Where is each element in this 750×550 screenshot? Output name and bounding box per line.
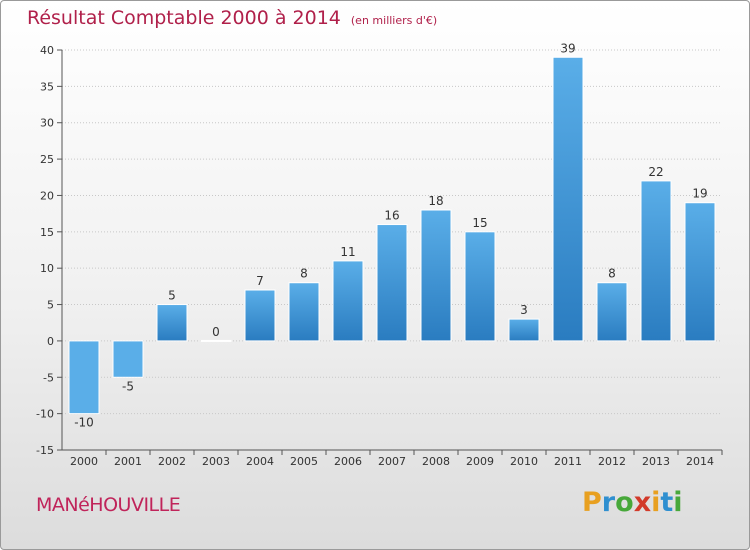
y-tick-label: 0 xyxy=(47,335,54,348)
bar-2011 xyxy=(552,56,584,342)
logo-letter: t xyxy=(660,487,674,518)
chart-title: Résultat Comptable 2000 à 2014 xyxy=(27,7,341,29)
bar-2001 xyxy=(112,340,144,378)
y-tick-label: 35 xyxy=(40,80,54,93)
y-tick-label: 10 xyxy=(40,262,54,275)
bar-2007 xyxy=(376,224,408,342)
data-label-2014: 19 xyxy=(692,187,707,201)
x-tick-label: 2010 xyxy=(510,455,538,468)
y-tick-label: -5 xyxy=(43,371,54,384)
x-tick-label: 2001 xyxy=(114,455,142,468)
x-tick-label: 2005 xyxy=(290,455,318,468)
y-tick-label: 40 xyxy=(40,44,54,57)
logo-letter: o xyxy=(615,487,634,518)
bar-2008 xyxy=(420,209,452,342)
data-label-2000: -10 xyxy=(74,416,94,430)
data-label-2006: 11 xyxy=(340,245,355,259)
bar-2004 xyxy=(244,289,276,342)
data-label-2001: -5 xyxy=(122,379,134,393)
logo-letter: r xyxy=(601,487,616,518)
y-tick-label: 5 xyxy=(47,299,54,312)
bars xyxy=(68,56,716,415)
x-tick-label: 2006 xyxy=(334,455,362,468)
y-tick-label: -10 xyxy=(36,408,54,421)
chart-title-row: Résultat Comptable 2000 à 2014 (en millie… xyxy=(27,7,437,29)
x-tick-label: 2004 xyxy=(246,455,274,468)
bar-2009 xyxy=(464,231,496,342)
data-label-2011: 39 xyxy=(560,41,575,55)
logo-letter: P xyxy=(582,487,602,518)
data-label-2005: 8 xyxy=(300,267,308,281)
bar-2010 xyxy=(508,318,540,342)
commune-name: MANéHOUVILLE xyxy=(36,494,181,516)
x-tick-label: 2002 xyxy=(158,455,186,468)
proxiti-logo: Proxiti xyxy=(582,487,683,518)
x-tick-label: 2012 xyxy=(598,455,626,468)
y-tick-label: 20 xyxy=(40,189,54,202)
x-tick-label: 2013 xyxy=(642,455,670,468)
bar-2012 xyxy=(596,282,628,342)
bar-2003 xyxy=(200,339,232,342)
data-label-2013: 22 xyxy=(648,165,663,179)
bar-2013 xyxy=(640,180,672,342)
data-label-2010: 3 xyxy=(520,303,528,317)
x-tick-label: 2009 xyxy=(466,455,494,468)
data-label-2012: 8 xyxy=(608,267,616,281)
x-tick-label: 2011 xyxy=(554,455,582,468)
logo-letter: i xyxy=(673,487,683,518)
bar-2005 xyxy=(288,282,320,342)
data-label-2002: 5 xyxy=(168,289,176,303)
y-tick-label: -15 xyxy=(36,444,54,457)
bar-2014 xyxy=(684,202,716,342)
y-tick-label: 30 xyxy=(40,117,54,130)
bar-2006 xyxy=(332,260,364,342)
y-tick-label: 15 xyxy=(40,226,54,239)
data-label-2007: 16 xyxy=(384,209,399,223)
x-tick-label: 2007 xyxy=(378,455,406,468)
x-tick-label: 2014 xyxy=(686,455,714,468)
data-label-2009: 15 xyxy=(472,216,487,230)
y-tick-label: 25 xyxy=(40,153,54,166)
data-label-2004: 7 xyxy=(256,274,264,288)
data-labels: -10 -5 5 0 7 8 11 16 18 15 3 39 8 22 19 xyxy=(74,41,707,429)
x-tick-label: 2003 xyxy=(202,455,230,468)
bar-2002 xyxy=(156,304,188,342)
x-tick-label: 2000 xyxy=(70,455,98,468)
chart-subtitle: (en milliers d'€) xyxy=(350,14,438,27)
x-tick-label: 2008 xyxy=(422,455,450,468)
data-label-2003: 0 xyxy=(212,325,220,339)
bar-2000 xyxy=(68,340,100,415)
data-label-2008: 18 xyxy=(428,194,443,208)
logo-letter: x xyxy=(633,487,652,518)
logo-letter: i xyxy=(651,487,661,518)
